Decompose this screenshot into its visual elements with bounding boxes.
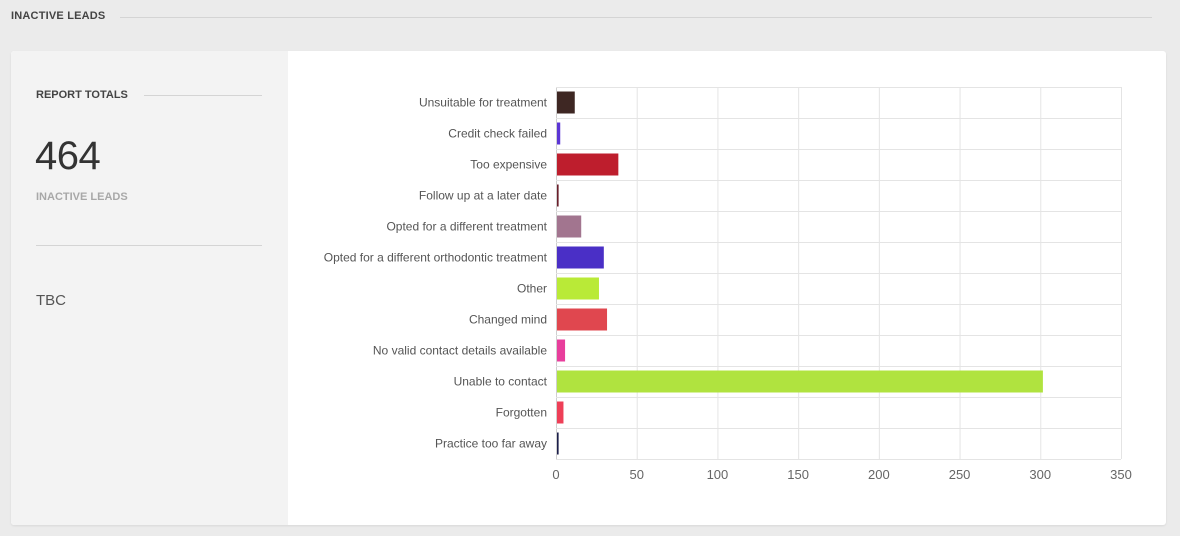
category-label: Follow up at a later date (419, 189, 547, 203)
bar (557, 339, 566, 362)
category-label: Practice too far away (435, 437, 547, 451)
x-tick-label: 350 (1110, 467, 1132, 482)
x-tick-label: 250 (949, 467, 971, 482)
x-tick-label: 150 (787, 467, 809, 482)
category-label: Unable to contact (454, 375, 548, 389)
bar (557, 153, 619, 176)
section-title-rule (120, 17, 1152, 18)
side-note: TBC (36, 292, 66, 309)
total-inactive-leads-label: INACTIVE LEADS (36, 191, 128, 203)
x-tick-label: 50 (629, 467, 643, 482)
bar (557, 215, 582, 238)
category-label: Opted for a different treatment (386, 220, 547, 234)
category-label: Credit check failed (448, 127, 547, 141)
category-label: Unsuitable for treatment (419, 96, 548, 110)
bar (557, 401, 564, 424)
report-totals-title: REPORT TOTALS (36, 89, 128, 101)
bar (557, 370, 1043, 393)
category-label: No valid contact details available (373, 344, 547, 358)
bar (557, 277, 599, 300)
x-tick-label: 300 (1029, 467, 1051, 482)
bar (557, 308, 608, 331)
x-tick-label: 0 (552, 467, 559, 482)
x-tick-label: 200 (868, 467, 890, 482)
report-totals-rule (144, 95, 262, 96)
bar (557, 184, 559, 207)
category-label: Opted for a different orthodontic treatm… (324, 251, 548, 265)
bar (557, 432, 559, 455)
category-label: Other (517, 282, 547, 296)
section-title: INACTIVE LEADS (11, 10, 106, 22)
bar (557, 122, 561, 145)
total-inactive-leads-value: 464 (35, 134, 101, 178)
inactive-leads-chart: Unsuitable for treatment Credit check fai… (288, 51, 1166, 525)
x-tick-label: 100 (707, 467, 729, 482)
bar-chart-svg: Unsuitable for treatment Credit check fai… (324, 87, 1132, 482)
bar (557, 91, 575, 114)
bar (557, 246, 604, 269)
category-label: Changed mind (469, 313, 547, 327)
report-card: REPORT TOTALS 464 INACTIVE LEADS TBC Uns… (11, 51, 1166, 525)
side-divider (36, 245, 262, 246)
report-totals-panel: REPORT TOTALS 464 INACTIVE LEADS TBC (11, 51, 288, 525)
category-label: Forgotten (496, 406, 547, 420)
category-label: Too expensive (470, 158, 547, 172)
